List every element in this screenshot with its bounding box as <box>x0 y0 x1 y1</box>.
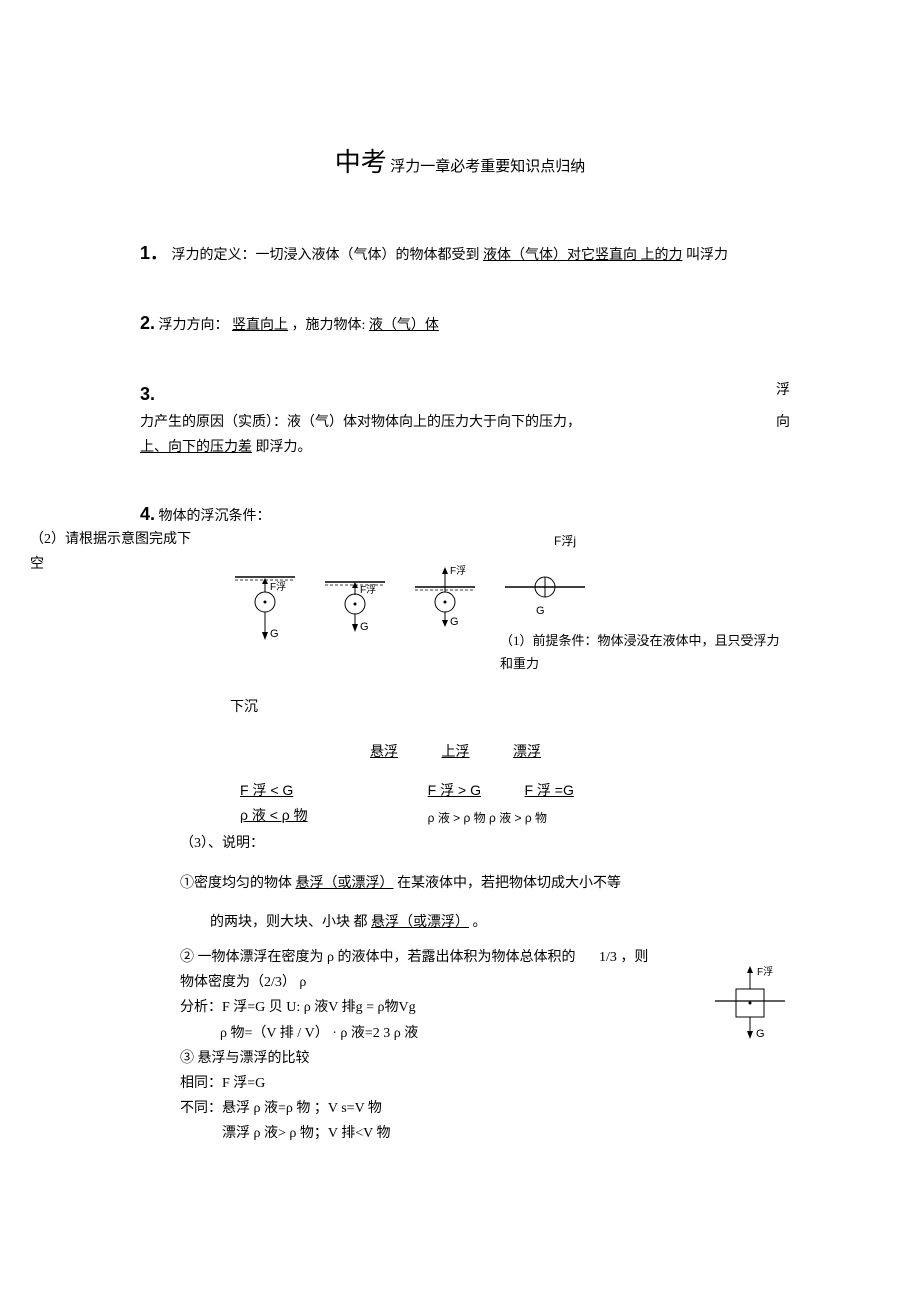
section-4-text: 物体的浮沉条件： <box>159 509 271 524</box>
f-top-label: F浮j <box>340 531 790 553</box>
page-title: 中考 浮力一章必考重要知识点归纳 <box>20 140 900 187</box>
explain1-b: 在某液体中，若把物体切成大小不等 <box>397 876 621 891</box>
svg-text:G: G <box>360 621 369 633</box>
formula-row-1: F 浮 < G ρ 液 < ρ 物 F 浮 > G F 浮 =G ρ 液 > ρ… <box>140 778 790 830</box>
title-main: 中考 <box>335 148 387 177</box>
diagram-suspend: F浮 G <box>320 562 390 652</box>
explain1-a: ①密度均匀的物体 <box>180 876 292 891</box>
formula-float: F 浮 =G <box>524 782 573 798</box>
diagram-row: F浮 G F浮 G F浮 <box>230 562 790 675</box>
svg-text:G: G <box>450 616 459 628</box>
formula-sink-a: F 浮 < G <box>240 778 308 803</box>
explain1-u1: 悬浮（或漂浮） <box>296 876 394 891</box>
explain2-b: ，则 <box>620 950 648 965</box>
section-2-text-b: ，施力物体: <box>292 318 366 333</box>
explain3-c: 不同：悬浮 ρ 液=ρ 物 ；V s=V 物 <box>180 1096 710 1121</box>
explain3-b: 相同：F 浮=G <box>180 1071 710 1096</box>
section-1-suffix: 叫浮力 <box>686 248 728 263</box>
sink-label: 下沉 <box>230 695 790 720</box>
explain1-d: 。 <box>473 915 487 930</box>
svg-text:F浮: F浮 <box>450 565 466 577</box>
section-2-num: 2. <box>140 313 155 333</box>
note-2-a: （2）请根据示意图完成下 <box>30 527 191 552</box>
section-3-line2a: 力产生的原因（实质）：液（气）体对物体向上的压力大于向下的压力， <box>140 410 581 435</box>
svg-text:G: G <box>536 605 545 617</box>
content-body: 1． 浮力的定义：一切浸入液体（气体）的物体都受到 液体（气体）对它竖直向 上的… <box>20 237 900 531</box>
explain-1: ①密度均匀的物体 悬浮（或漂浮） 在某液体中，若把物体切成大小不等 <box>140 871 790 896</box>
state-labels: 悬浮 上浮 漂浮 <box>370 740 790 765</box>
explain1-c: 的两块，则大块、小块 都 <box>210 915 368 930</box>
section-1-prefix: 浮力的定义：一切浸入液体（气体）的物体都受到 <box>172 248 480 263</box>
explain2-d: 分析：F 浮=G 贝 U: ρ 液V 排g = ρ物Vg <box>180 995 710 1020</box>
section-2-u-a: 竖直向上 <box>232 318 288 333</box>
explain2-a: ② 一物体漂浮在密度为 ρ 的液体中，若露出体积为物体总体积的 <box>180 950 576 965</box>
note-2-b: 空 <box>30 552 191 577</box>
explain2-e: ρ 物=（V 排 / V） · ρ 液=2 3 ρ 液 <box>220 1021 710 1046</box>
diagram-cube-float: F浮 G <box>710 961 790 1051</box>
section-3-num: 3. <box>140 378 155 410</box>
section-2-text-a: 浮力方向： <box>159 318 229 333</box>
riseup-label: 上浮 <box>442 745 470 760</box>
section-1: 1． 浮力的定义：一切浸入液体（气体）的物体都受到 液体（气体）对它竖直向 上的… <box>140 237 790 269</box>
note-2: （2）请根据示意图完成下 空 <box>30 527 191 577</box>
section-4-num: 4. <box>140 504 155 524</box>
section-3-suffix: 即浮力。 <box>256 440 312 455</box>
svg-text:G: G <box>270 628 279 640</box>
note-1: （1）前提条件：物体浸没在液体中，且只受浮力和重力 <box>500 629 790 676</box>
diagram-float-wrap: G （1）前提条件：物体浸没在液体中，且只受浮力和重力 <box>500 562 790 675</box>
svg-text:G: G <box>756 1028 765 1040</box>
section-3-u: 上、向下的压力差 <box>140 440 252 455</box>
float-label: 漂浮 <box>513 745 541 760</box>
explain-1c: 的两块，则大块、小块 都 悬浮（或漂浮） 。 <box>140 910 790 935</box>
section-1-underline: 液体（气体）对它竖直向 上的力 <box>483 248 683 263</box>
explain2-c: 物体密度为（2/3） ρ <box>180 970 710 995</box>
title-sub: 浮力一章必考重要知识点归纳 <box>390 159 585 175</box>
diagram-float: G <box>500 562 590 617</box>
explain3-d: 漂浮 ρ 液> ρ 物；V 排<V 物 <box>222 1121 710 1146</box>
note-3: （3）、说明： <box>180 831 790 856</box>
svg-text:F浮: F浮 <box>360 584 376 596</box>
section-3-right: 浮 <box>776 378 790 410</box>
suspend-label: 悬浮 <box>370 745 398 760</box>
explain3-a: ③ 悬浮与漂浮的比较 <box>180 1046 710 1071</box>
section-4: 4. 物体的浮沉条件： <box>140 498 790 530</box>
formula-rise: F 浮 > G <box>428 782 481 798</box>
section-1-num: 1． <box>140 243 168 263</box>
explain2-frac: 1/3 <box>599 950 617 965</box>
diagram-sink: F浮 G <box>230 562 300 652</box>
section-2-u-b: 液（气）体 <box>369 318 439 333</box>
svg-text:F浮: F浮 <box>270 581 286 593</box>
explain1-u2: 悬浮（或漂浮） <box>371 915 469 930</box>
svg-text:F浮: F浮 <box>757 966 773 978</box>
section-3: 3. 浮 力产生的原因（实质）：液（气）体对物体向上的压力大于向下的压力， 向 … <box>140 378 790 461</box>
formula-sink-b: ρ 液 < ρ 物 <box>240 803 308 828</box>
diagram-riseup: F浮 G <box>410 562 480 652</box>
formula-rho: ρ 液 > ρ 物 ρ 液 > ρ 物 <box>428 808 574 830</box>
section-2: 2. 浮力方向： 竖直向上 ，施力物体: 液（气）体 <box>140 307 790 339</box>
section-3-right2: 向 <box>776 410 790 435</box>
explain-2-wrap: ② 一物体漂浮在密度为 ρ 的液体中，若露出体积为物体总体积的 1/3 ，则 物… <box>140 945 790 1147</box>
